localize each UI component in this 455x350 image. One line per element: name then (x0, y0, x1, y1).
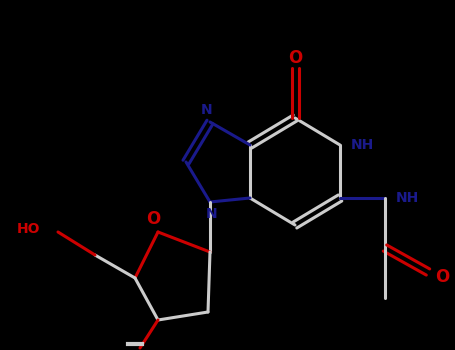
Text: N: N (206, 207, 218, 221)
Text: NH: NH (350, 138, 374, 152)
Text: O: O (288, 49, 302, 67)
Text: O: O (146, 210, 160, 228)
Text: O: O (435, 268, 449, 286)
Text: NH: NH (395, 191, 419, 205)
Text: N: N (201, 103, 213, 117)
Text: HO: HO (16, 222, 40, 236)
